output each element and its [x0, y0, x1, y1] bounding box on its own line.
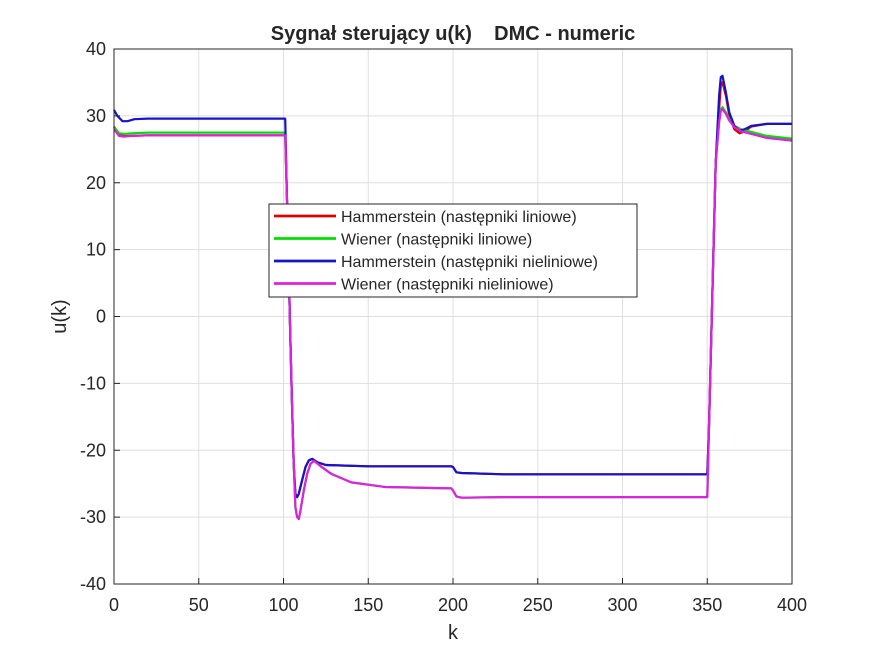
y-tick-label: -20 [80, 440, 106, 460]
chart-title: Sygnał sterujący u(k) DMC - numeric [271, 23, 636, 45]
x-tick-label: 200 [438, 595, 468, 615]
y-tick-label: 10 [86, 240, 106, 260]
x-tick-label: 300 [607, 595, 637, 615]
x-tick-label: 100 [268, 595, 298, 615]
x-tick-label: 400 [777, 595, 807, 615]
legend: Hammerstein (następniki liniowe) Wiener (… [268, 203, 638, 298]
legend-entry-label: Wiener (następniki nieliniowe) [341, 277, 554, 294]
y-tick-label: 0 [96, 307, 106, 327]
y-tick-label: -30 [80, 507, 106, 527]
legend-entry-label: Wiener (następniki liniowe) [341, 232, 532, 249]
x-tick-label: 350 [692, 595, 722, 615]
y-axis-label: u(k) [49, 299, 71, 333]
legend-entry-label: Hammerstein (następniki nieliniowe) [341, 254, 598, 271]
ticks: 0 50 100 150 200 250 300 350 400 -40 -30 -20 -10 0 10 2… [80, 39, 807, 615]
y-tick-label: -10 [80, 373, 106, 393]
x-tick-label: 250 [523, 595, 553, 615]
x-axis-label: k [448, 622, 459, 644]
x-tick-label: 50 [189, 595, 209, 615]
y-tick-label: 30 [86, 106, 106, 126]
y-tick-label: -40 [80, 574, 106, 594]
legend-box [268, 203, 638, 298]
x-tick-label: 0 [109, 595, 119, 615]
y-tick-label: 40 [86, 39, 106, 59]
x-tick-label: 150 [353, 595, 383, 615]
y-tick-label: 20 [86, 173, 106, 193]
legend-entry-label: Hammerstein (następniki liniowe) [341, 209, 577, 226]
